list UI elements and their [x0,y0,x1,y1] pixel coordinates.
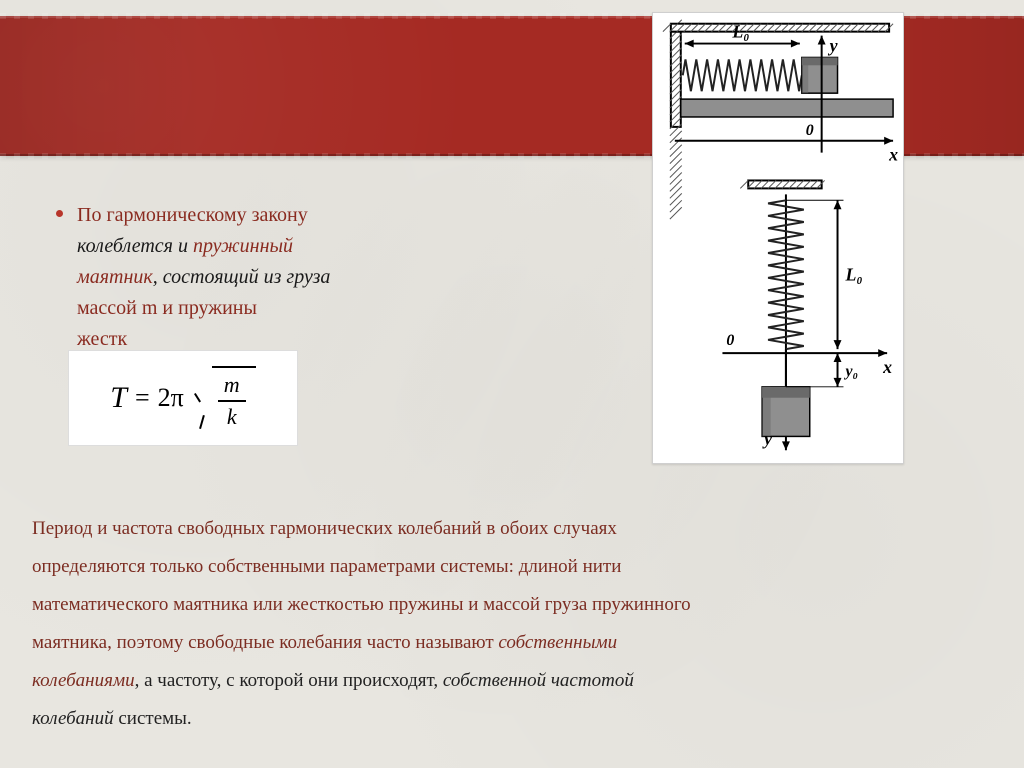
p-t1: Период и частота свободных гармонических… [32,518,617,539]
p-t8: собственной частотой [443,670,634,691]
bullet-line2b: пружинный [193,235,293,257]
svg-text:x: x [882,357,892,377]
p-t7: , а частоту, с которой они происходят, [135,670,443,691]
formula-num: m [218,372,246,402]
formula-eq: = [135,383,150,413]
p-t4: маятника, поэтому свободные колебания ча… [32,632,498,653]
bullet-line2a: колеблется и [77,235,193,257]
bullet-marker [56,210,63,217]
diagram-svg: L₀ y x 0 L₀ y₀ 0 x y [653,13,903,463]
svg-text:y₀: y₀ [843,363,858,380]
svg-text:y: y [762,428,772,448]
body-paragraph: Период и частота свободных гармонических… [32,510,984,738]
p-t6: колебаниями [32,670,135,691]
bullet-text: По гармоническому закону колеблется и пр… [77,200,330,355]
bullet-line5: жестк [77,328,127,350]
bullet-line3b: , состоящий из груза [153,266,331,288]
formula-2pi: 2π [158,383,184,413]
formula-den: k [227,402,237,430]
spring-pendulum-diagram: L₀ y x 0 L₀ y₀ 0 x y [652,12,904,464]
bullet-line4: массой m и пружины [77,297,257,319]
p-t10: системы. [114,708,192,729]
svg-text:L₀: L₀ [844,265,862,285]
svg-text:0: 0 [726,332,734,349]
svg-text:x: x [888,145,898,165]
p-t2: определяются только собственными парамет… [32,556,621,577]
svg-text:L₀: L₀ [731,22,749,42]
p-t3: математического маятника или жесткостью … [32,594,691,615]
svg-text:y: y [828,35,838,55]
bullet-item: По гармоническому закону колеблется и пр… [56,200,476,355]
bullet-line1: По гармоническому закону [77,204,308,226]
p-t5: собственными [498,632,617,653]
svg-text:0: 0 [806,122,814,139]
formula-T: T [110,381,127,415]
p-t9: колебаний [32,708,114,729]
bullet-line3a: маятник [77,266,153,288]
formula-period: T = 2π m k [68,350,298,446]
formula-sqrt: m k [192,366,256,430]
